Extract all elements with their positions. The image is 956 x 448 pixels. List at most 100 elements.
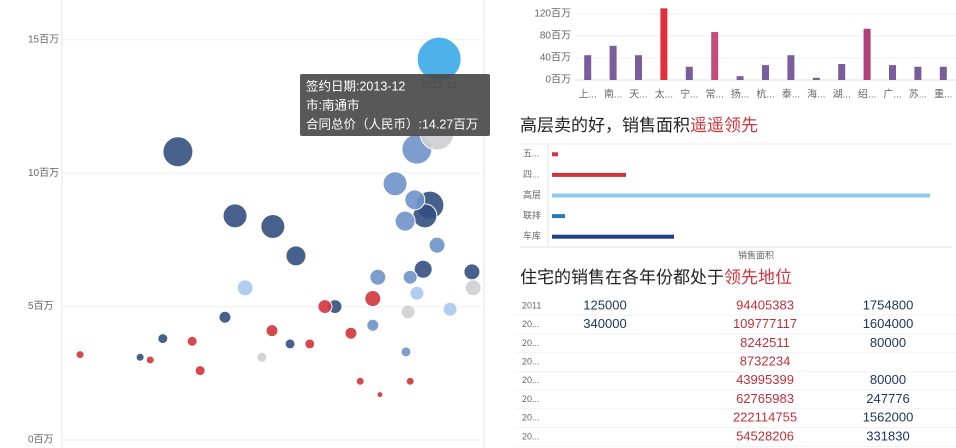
table-cell: 20... [522, 338, 540, 348]
title-text: 住宅的销售在各年份都处于 [520, 268, 724, 287]
table-cell: 2011 [522, 300, 541, 310]
title-highlight: 遥遥领先 [690, 116, 758, 135]
bar [552, 193, 930, 198]
x-tick-label: 苏... [909, 88, 927, 101]
bubble [400, 346, 412, 358]
bubble [284, 338, 296, 350]
bubble [409, 285, 425, 301]
y-tick-label: 120百万 [534, 7, 571, 19]
bar [939, 66, 947, 80]
table-cell: 247776 [866, 391, 909, 406]
y-tick-label: 五... [523, 149, 540, 159]
bubble [355, 376, 365, 386]
y-tick-label: 高层 [523, 189, 541, 200]
table-cell: 20... [522, 319, 540, 329]
table-cell: 125000 [583, 297, 626, 312]
bubble [135, 352, 145, 362]
table-cell: 109777117 [733, 316, 797, 331]
x-tick-label: 宁... [680, 88, 698, 101]
bar [685, 66, 693, 80]
panel-title: 住宅的销售在各年份都处于领先地位 [520, 268, 792, 287]
table-cell: 94405383 [736, 297, 794, 312]
bubble [366, 318, 380, 332]
bar [711, 32, 719, 80]
bubble [145, 355, 155, 365]
bubble [194, 365, 206, 377]
bubble [428, 236, 446, 254]
bar [838, 64, 846, 80]
table-cell: 80000 [870, 335, 906, 350]
bar [889, 65, 896, 80]
bubble [236, 279, 254, 297]
bubble [222, 203, 248, 229]
bubble [260, 214, 286, 240]
table-cell: 222114755 [733, 410, 797, 425]
table-cell: 20... [522, 413, 540, 423]
y-tick-label: 80百万 [540, 30, 571, 42]
title-text: 高层卖的好，销售面积 [520, 116, 690, 135]
bubble [162, 136, 194, 168]
y-tick-label: 0百万 [28, 434, 54, 446]
bar [914, 66, 922, 80]
bubble [463, 263, 481, 281]
table-cell: 20... [522, 394, 540, 404]
y-tick-label: 40百万 [540, 52, 571, 64]
table-cell: 62765983 [736, 391, 794, 406]
bubble [402, 269, 418, 285]
x-tick-label: 绍... [858, 88, 876, 101]
bar [736, 76, 744, 80]
bar [863, 28, 871, 80]
bubble [317, 299, 333, 315]
title-highlight: 领先地位 [724, 268, 792, 287]
bar [812, 77, 820, 80]
bar [552, 172, 626, 177]
table-cell: 1604000 [863, 316, 914, 331]
bubble [344, 326, 358, 340]
y-tick-label: 联排 [523, 209, 541, 220]
table-cell: 20... [522, 375, 540, 385]
y-tick-label: 四... [523, 169, 540, 179]
bubble [394, 210, 416, 232]
tooltip-line: 合同总价（人民币）:14.27百万 [306, 116, 478, 131]
x-tick-label: 常... [706, 88, 724, 101]
bubble [376, 391, 384, 399]
table-cell: 331830 [866, 428, 909, 443]
bubble [218, 310, 232, 324]
x-tick-label: 泰... [782, 88, 800, 101]
bubble [364, 290, 382, 308]
x-tick-label: 海... [807, 88, 825, 101]
bar [552, 152, 558, 157]
bar [552, 214, 565, 219]
bubble [400, 304, 416, 320]
table-cell: 8732234 [740, 354, 791, 369]
table-cell: 340000 [583, 316, 626, 331]
x-tick-label: 杭... [756, 88, 774, 101]
tooltip-line: 签约日期:2013-12 [306, 78, 405, 93]
bubble [304, 338, 316, 350]
x-tick-label: 湖... [833, 89, 851, 101]
bar [660, 8, 668, 80]
table-cell: 8242511 [740, 335, 790, 350]
bar [584, 55, 592, 80]
table-cell: 80000 [870, 372, 906, 387]
table-cell: 54528206 [736, 428, 794, 443]
table-cell: 20... [522, 356, 540, 366]
bar [762, 65, 769, 80]
bubble [405, 376, 415, 386]
bar [787, 55, 795, 80]
x-tick-label: 广... [883, 89, 901, 101]
bubble [442, 301, 458, 317]
table-cell: 1754800 [863, 297, 914, 312]
x-tick-label: 太... [655, 88, 673, 101]
bubble [413, 259, 433, 279]
bubble [265, 324, 279, 338]
x-tick-label: 扬... [731, 88, 749, 101]
y-tick-label: 0百万 [545, 74, 571, 86]
bubble [157, 333, 169, 345]
bubble [369, 268, 387, 286]
bubble [464, 279, 482, 297]
x-tick-label: 重... [934, 88, 952, 101]
x-tick-label: 上... [579, 89, 597, 101]
